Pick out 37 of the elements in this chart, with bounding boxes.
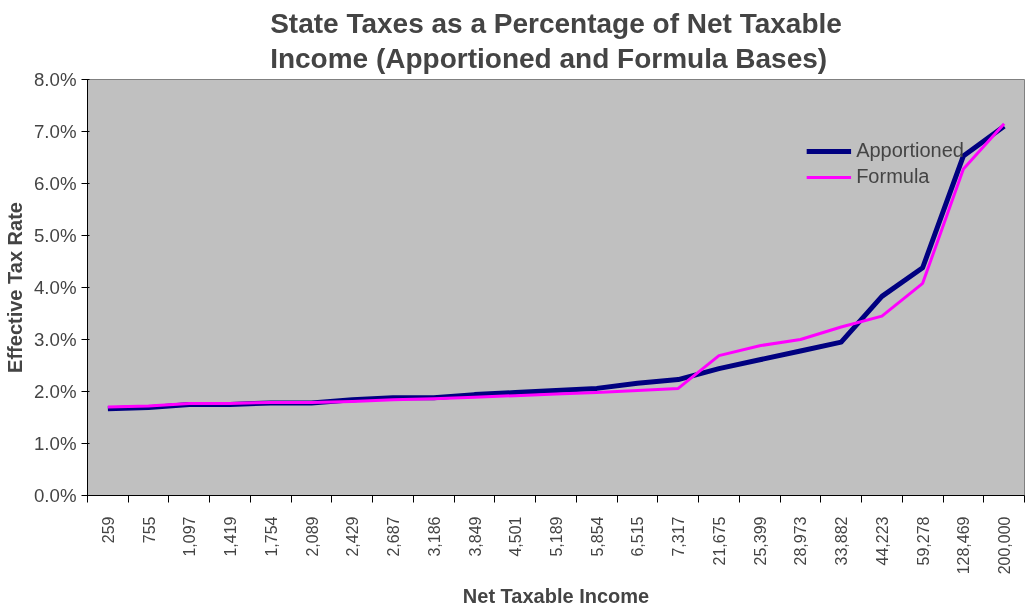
y-tick-label: 0.0%	[33, 485, 77, 506]
x-tick-label: 2,687	[385, 516, 403, 557]
x-tick-label: 7,317	[670, 516, 688, 557]
x-tick-label: 4,501	[507, 516, 525, 557]
y-tick-label: 6.0%	[33, 173, 77, 194]
y-tick-label: 4.0%	[33, 277, 77, 298]
x-tick-label: 1,097	[181, 516, 199, 557]
legend-label: Apportioned	[856, 139, 964, 162]
x-tick-label: 128,469	[955, 516, 973, 575]
x-tick-label: 25,399	[751, 516, 769, 566]
y-tick-label: 7.0%	[33, 121, 77, 142]
x-tick-label: 21,675	[710, 516, 728, 566]
y-axis-title: Effective Tax Rate	[3, 202, 26, 373]
x-tick-label: 1,754	[262, 516, 280, 557]
y-tick-label: 5.0%	[33, 225, 77, 246]
x-tick-label: 2,429	[344, 516, 362, 557]
x-tick-label: 259	[99, 516, 117, 544]
x-axis-title: Net Taxable Income	[462, 584, 650, 607]
x-tick-label: 200,000	[996, 516, 1014, 575]
x-tick-label: 1,419	[222, 516, 240, 557]
x-tick-label: 3,849	[466, 516, 484, 557]
y-tick-label: 2.0%	[33, 381, 77, 402]
legend-label: Formula	[856, 165, 930, 188]
x-tick-label: 28,973	[792, 516, 810, 566]
x-tick-label: 44,223	[873, 516, 891, 566]
x-tick-label: 2,089	[303, 516, 321, 557]
y-tick-label: 8.0%	[33, 69, 77, 90]
y-tick-label: 3.0%	[33, 329, 77, 350]
y-tick-label: 1.0%	[33, 433, 77, 454]
x-tick-label: 59,278	[914, 516, 932, 566]
x-tick-label: 755	[140, 516, 158, 544]
x-tick-label: 5,189	[548, 516, 565, 557]
chart-title: State Taxes as a Percentage of Net Taxable Income (Apportioned and Formula Bases)	[270, 7, 842, 75]
x-tick-label: 5,854	[588, 516, 606, 557]
x-tick-label: 6,515	[629, 516, 647, 557]
x-tick-label: 33,882	[833, 516, 851, 566]
x-tick-label: 3,186	[425, 516, 443, 557]
